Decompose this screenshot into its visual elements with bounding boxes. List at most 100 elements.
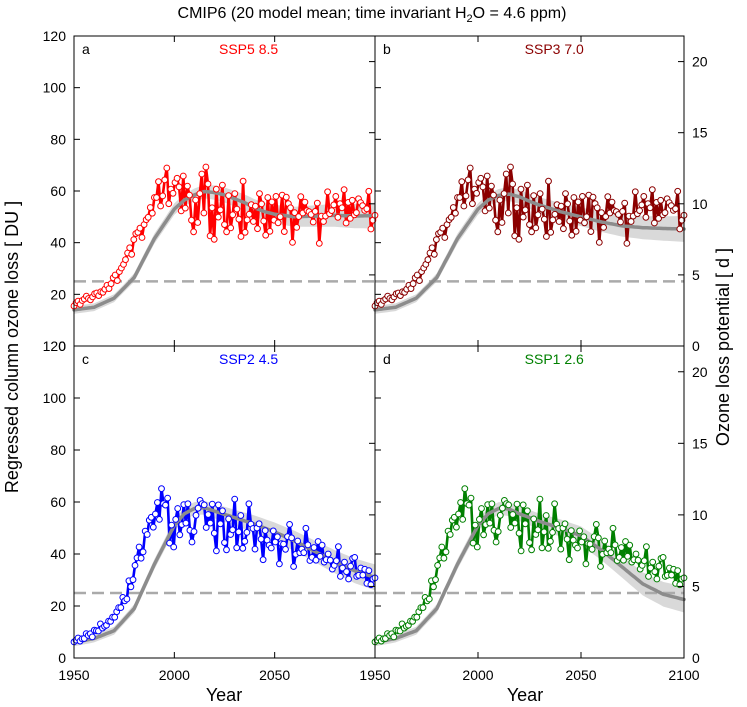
y-tick-label: 100	[43, 390, 67, 406]
data-point	[638, 201, 646, 209]
data-point	[243, 529, 251, 536]
data-point	[328, 207, 336, 215]
data-point	[188, 216, 195, 224]
data-point	[485, 204, 493, 212]
data-point	[259, 556, 267, 564]
data-point	[330, 201, 338, 209]
data-point	[186, 191, 193, 199]
data-point	[175, 183, 183, 191]
data-point	[347, 562, 355, 570]
data-point	[581, 219, 588, 227]
data-point	[607, 549, 615, 557]
data-point	[492, 538, 500, 546]
data-point	[190, 528, 198, 535]
data-point	[172, 516, 180, 523]
uncertainty-band	[74, 501, 375, 647]
data-point	[572, 227, 580, 235]
data-point	[315, 240, 323, 247]
data-point	[441, 234, 449, 241]
title-subscript: 2	[467, 13, 473, 25]
data-point	[217, 206, 224, 214]
x-tick-label: 2050	[565, 667, 596, 683]
data-point	[332, 193, 340, 200]
data-point	[587, 228, 595, 236]
data-point	[324, 550, 332, 558]
data-point	[595, 239, 603, 246]
data-point	[413, 613, 421, 621]
data-point	[566, 217, 574, 225]
panel-letter: b	[383, 41, 391, 57]
x-axis-label-right: Year	[507, 685, 543, 705]
data-point	[302, 524, 310, 532]
data-point	[583, 213, 590, 221]
data-point	[473, 543, 481, 551]
data-point	[509, 511, 517, 518]
data-point	[521, 206, 529, 214]
data-point	[604, 193, 612, 201]
y2-tick-label: 0	[692, 650, 700, 666]
data-point	[547, 228, 555, 236]
data-point	[182, 519, 190, 527]
data-point	[519, 501, 527, 509]
y-tick-label: 60	[50, 183, 66, 199]
data-point	[149, 523, 157, 531]
data-point	[655, 562, 663, 570]
data-point	[598, 209, 605, 217]
data-point	[148, 209, 156, 217]
data-point	[221, 539, 228, 546]
panel-letter: c	[82, 351, 89, 367]
data-point	[245, 500, 253, 508]
data-point	[256, 190, 263, 198]
panel-a: 0 20 40 60 80 100 120 a SSP5 8.5	[43, 28, 379, 354]
data-point	[557, 202, 565, 210]
data-point	[129, 576, 137, 584]
data-point	[291, 209, 299, 217]
data-point	[341, 558, 348, 566]
data-point	[469, 200, 476, 208]
data-point	[184, 182, 191, 190]
data-point	[582, 560, 590, 568]
data-point	[324, 188, 332, 196]
data-point	[434, 562, 442, 569]
data-point	[505, 501, 513, 509]
data-point	[282, 193, 290, 201]
uncertainty-band	[375, 502, 684, 647]
data-point	[648, 186, 656, 194]
data-point	[359, 571, 367, 579]
data-point	[416, 277, 423, 285]
x-tick-label: 2100	[668, 667, 699, 683]
data-point	[538, 205, 546, 213]
y2-tick-label: 5	[692, 267, 700, 283]
data-point	[268, 198, 276, 206]
data-point	[593, 204, 601, 212]
data-point	[438, 543, 446, 551]
data-point	[524, 181, 531, 189]
y-tick-label: 120	[43, 338, 67, 354]
data-point	[137, 554, 145, 562]
data-point	[155, 178, 162, 186]
data-point	[348, 196, 356, 204]
data-point	[526, 221, 533, 229]
data-point	[574, 198, 582, 206]
panel-title: SSP3 7.0	[525, 41, 584, 57]
data-point	[337, 573, 344, 580]
data-point	[204, 180, 212, 188]
y-tick-label: 0	[58, 338, 66, 354]
title-main: CMIP6 (20 model mean; time invariant H	[178, 5, 467, 22]
data-point	[123, 595, 131, 603]
y2-tick-label: 20	[692, 54, 708, 70]
data-point	[282, 545, 289, 553]
data-point	[456, 194, 464, 201]
data-point	[176, 531, 184, 539]
data-point	[339, 564, 346, 572]
data-point	[208, 500, 216, 508]
data-point	[579, 193, 586, 200]
y-tick-label: 0	[58, 650, 66, 666]
data-point	[146, 204, 154, 211]
data-point	[173, 174, 181, 182]
data-point	[225, 515, 233, 523]
data-point	[190, 228, 198, 236]
data-point	[365, 187, 373, 195]
y-tick-label: 40	[50, 235, 66, 251]
y-tick-label: 100	[43, 80, 67, 96]
